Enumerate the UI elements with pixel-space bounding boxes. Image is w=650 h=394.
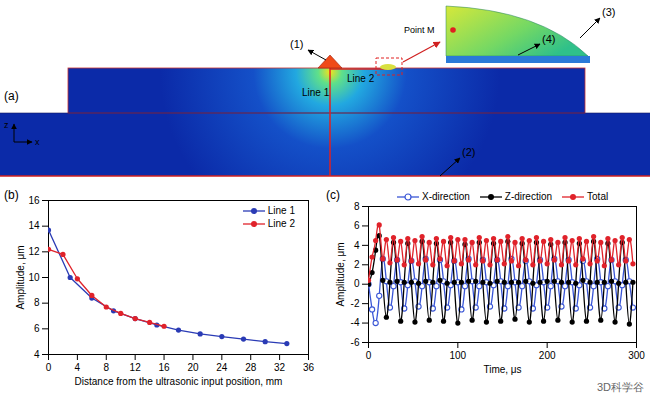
svg-text:4: 4 (75, 362, 81, 373)
html-text:X-direction: X-direction (422, 191, 470, 202)
svg-text:6: 6 (354, 220, 360, 231)
html-text:Line 2: Line 2 (267, 218, 295, 229)
svg-text:10: 10 (28, 272, 40, 283)
svg-text:(2): (2) (462, 146, 475, 158)
svg-text:4: 4 (34, 349, 40, 360)
svg-text:(3): (3) (602, 6, 615, 18)
svg-text:14: 14 (28, 220, 40, 231)
svg-text:24: 24 (216, 362, 228, 373)
svg-text:(1): (1) (290, 38, 303, 50)
svg-text:8: 8 (354, 201, 360, 212)
svg-text:Line 2: Line 2 (347, 73, 375, 84)
svg-text:x: x (35, 137, 40, 147)
svg-text:4: 4 (354, 240, 360, 251)
svg-text:z: z (4, 120, 9, 130)
svg-text:(a): (a) (4, 89, 19, 103)
svg-text:Amplitude, μm: Amplitude, μm (15, 245, 26, 309)
svg-text:32: 32 (274, 362, 286, 373)
svg-text:(4): (4) (542, 33, 555, 45)
svg-text:8: 8 (34, 297, 40, 308)
svg-text:0: 0 (46, 362, 52, 373)
svg-text:-4: -4 (351, 317, 360, 328)
svg-text:28: 28 (245, 362, 257, 373)
svg-text:0: 0 (354, 278, 360, 289)
html-text:3D科学谷: 3D科学谷 (596, 381, 644, 393)
svg-text:-2: -2 (351, 298, 360, 309)
svg-text:-6: -6 (351, 337, 360, 348)
svg-text:16: 16 (158, 362, 170, 373)
svg-text:8: 8 (103, 362, 109, 373)
svg-text:6: 6 (34, 323, 40, 334)
svg-text:Point M: Point M (404, 25, 435, 35)
html-text:Line 1: Line 1 (267, 205, 295, 216)
svg-text:300: 300 (628, 350, 645, 361)
svg-text:Time, μs: Time, μs (483, 364, 521, 375)
svg-text:0: 0 (366, 350, 372, 361)
svg-text:36: 36 (303, 362, 315, 373)
html-text:Total: Total (587, 191, 609, 202)
svg-text:Line 1: Line 1 (302, 87, 330, 98)
svg-text:200: 200 (539, 350, 556, 361)
svg-text:20: 20 (187, 362, 199, 373)
svg-text:2: 2 (354, 259, 360, 270)
svg-text:12: 12 (28, 246, 40, 257)
svg-text:100: 100 (449, 350, 466, 361)
svg-text:Amplitude, μm: Amplitude, μm (335, 242, 346, 306)
html-text:(b): (b) (4, 188, 19, 202)
svg-text:12: 12 (130, 362, 142, 373)
html-text:(c): (c) (326, 188, 340, 202)
html-text:Z-direction: Z-direction (504, 191, 553, 202)
svg-text:16: 16 (28, 195, 40, 206)
svg-text:Distance from the ultrasonic i: Distance from the ultrasonic input posit… (75, 376, 283, 387)
